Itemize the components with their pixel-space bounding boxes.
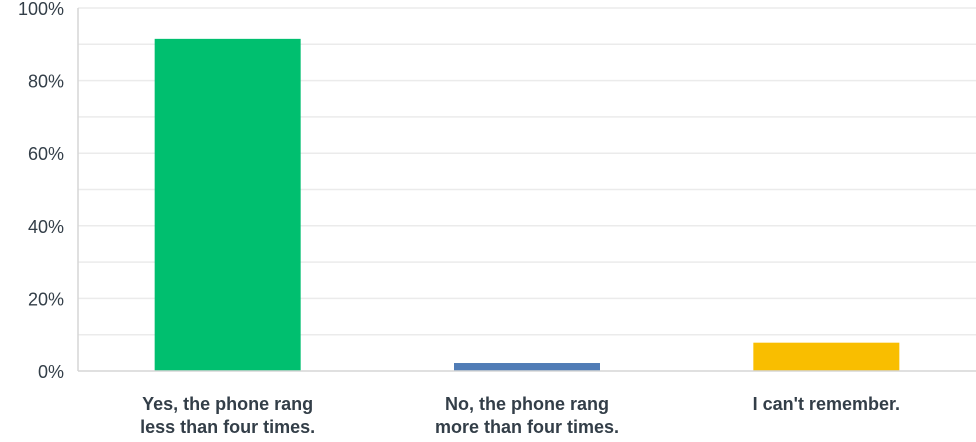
y-tick-label: 0% [38,362,64,382]
bar [753,342,900,371]
bar [154,38,301,371]
y-tick-label: 40% [28,217,64,237]
x-category-label: I can't remember. [752,394,900,414]
y-tick-label: 60% [28,144,64,164]
y-tick-label: 80% [28,72,64,92]
x-category-label: Yes, the phone rang less than four times… [140,394,316,437]
bar [454,363,600,371]
y-tick-label: 100% [18,0,64,19]
y-tick-label: 20% [28,289,64,309]
x-category-label: No, the phone rang more than four times. [434,394,620,437]
